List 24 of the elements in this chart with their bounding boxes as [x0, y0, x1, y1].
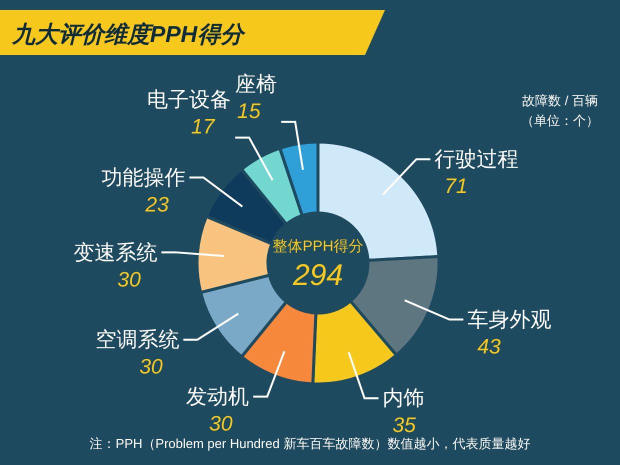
text: 294	[292, 259, 344, 292]
data-label: 71	[444, 175, 468, 198]
data-label: 35	[392, 414, 416, 438]
slice-label: 行驶过程	[434, 148, 518, 172]
slice-label: 空调系统	[95, 328, 180, 352]
slice-label: 电子设备	[147, 88, 232, 112]
text: 故障数 / 百辆	[522, 93, 598, 108]
data-label: 30	[117, 268, 142, 292]
slice-label: 变速系统	[73, 241, 158, 264]
data-label: 30	[209, 412, 233, 436]
chart-title: 九大评价维度PPH得分	[11, 21, 246, 47]
text: 注：PPH（Problem per Hundred 新车百车故障数）数值越小，代表质量越好	[90, 436, 530, 451]
slice-label: 座椅	[235, 72, 278, 96]
slice-label: 功能操作	[101, 166, 186, 190]
data-label: 15	[237, 100, 261, 123]
data-label: 43	[477, 335, 502, 358]
slice-label: 发动机	[186, 386, 250, 409]
slice-label: 车身外观	[467, 308, 552, 332]
text: （单位：个）	[521, 113, 599, 128]
data-label: 23	[144, 193, 170, 216]
data-label: 30	[139, 356, 164, 379]
text: 整体PPH得分	[272, 238, 364, 255]
data-label: 17	[191, 116, 216, 139]
slice-label: 内饰	[382, 387, 425, 410]
